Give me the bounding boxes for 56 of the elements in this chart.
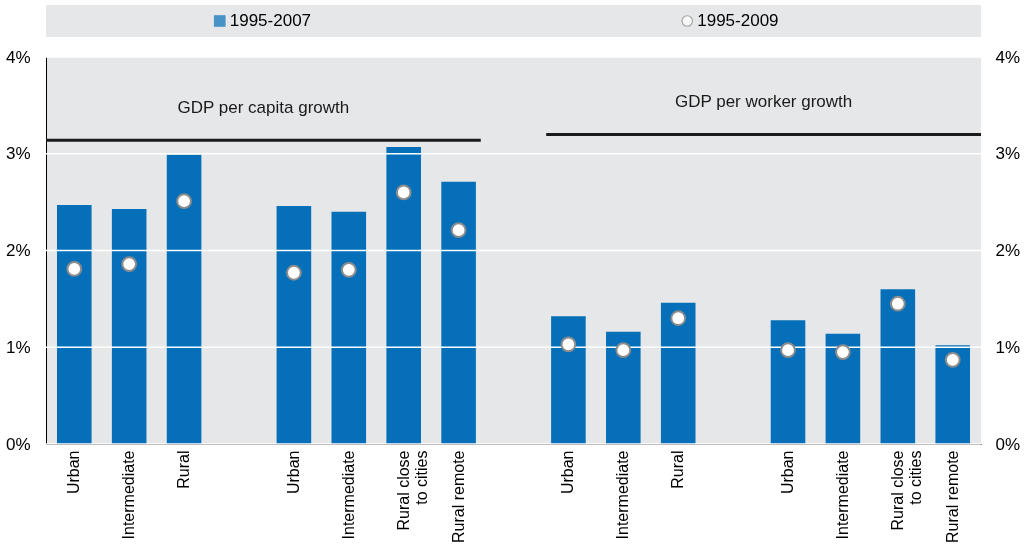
y2-tick-label: 2% <box>995 241 1021 260</box>
x-tick-label: Rural remote <box>449 450 467 543</box>
x-tick-label: Rural <box>175 450 193 489</box>
y2-tick-label: 3% <box>995 144 1021 164</box>
bar <box>111 208 147 444</box>
x-tick-label: Intermediate <box>339 450 357 540</box>
ref-line-label: GDP per capita growth <box>177 98 350 118</box>
bar <box>935 345 971 444</box>
x-tick-label: Urban <box>65 450 83 495</box>
bar <box>825 333 861 444</box>
bar <box>606 331 641 444</box>
x-tick-label: Rural close to cities <box>394 450 430 531</box>
bar <box>166 154 202 444</box>
point <box>944 351 961 368</box>
point <box>615 342 632 359</box>
legend-label: 1995-2009 <box>697 11 779 30</box>
point <box>560 336 577 353</box>
y2-tick-label: 1% <box>995 337 1021 357</box>
ref-line-label: GDP per worker growth <box>674 92 853 112</box>
x-tick-label: Urban <box>559 450 577 495</box>
point <box>670 310 687 327</box>
bar <box>56 205 92 444</box>
x-tick-label: Urban <box>779 450 797 495</box>
point <box>286 264 302 281</box>
y-tick-label: 1% <box>5 337 31 357</box>
x-tick-label: Urban <box>284 450 302 495</box>
x-tick-label: Intermediate <box>614 450 632 540</box>
bar <box>441 181 476 444</box>
point <box>835 344 851 360</box>
legend-label: 1995-2007 <box>229 11 312 30</box>
y-tick-label: 4% <box>5 47 31 67</box>
point <box>340 261 357 278</box>
bar <box>331 211 367 444</box>
point <box>450 222 467 239</box>
y-tick-label: 0% <box>5 434 31 454</box>
bar <box>551 316 586 444</box>
x-tick-label: Rural close to cities <box>888 450 924 531</box>
x-tick-label: Rural remote <box>943 450 961 543</box>
bar <box>386 146 421 444</box>
point <box>889 295 906 312</box>
x-tick-label: Intermediate <box>120 450 138 540</box>
point <box>176 193 192 210</box>
point <box>121 256 138 272</box>
bar <box>276 206 312 444</box>
y2-tick-label: 0% <box>995 434 1021 454</box>
y-tick-label: 3% <box>5 144 31 164</box>
y2-tick-label: 4% <box>995 47 1021 67</box>
x-tick-label: Rural <box>669 450 687 489</box>
point <box>395 184 412 201</box>
y-tick-label: 2% <box>5 241 31 260</box>
point <box>66 261 83 277</box>
bar <box>660 302 696 444</box>
bar <box>880 289 916 444</box>
point <box>780 342 796 359</box>
x-tick-label: Intermediate <box>833 450 851 540</box>
bar <box>770 320 806 444</box>
